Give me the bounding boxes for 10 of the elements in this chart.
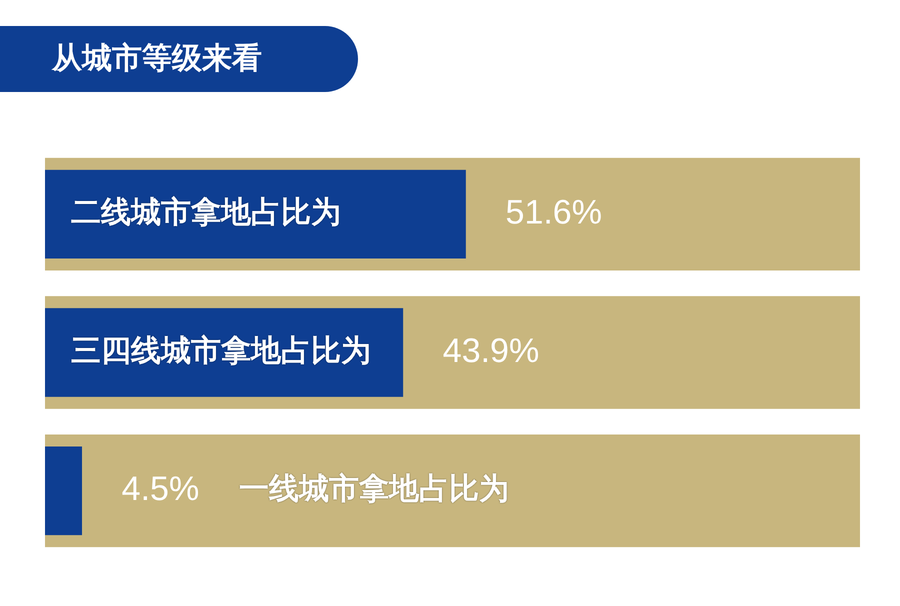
bar: [45, 170, 466, 258]
y-tick-label: 三四线城市拿地占比为: [71, 333, 371, 368]
data-label: 4.5%: [122, 470, 200, 508]
bar: [45, 446, 82, 536]
data-label: 43.9%: [442, 332, 540, 370]
data-label: 51.6%: [506, 194, 602, 232]
chart-title: 从城市等级来看: [0, 26, 358, 92]
bar: [45, 434, 860, 548]
y-tick-label: 一线城市拿地占比为: [239, 472, 510, 507]
y-tick-label: 二线城市拿地占比为: [71, 194, 341, 230]
